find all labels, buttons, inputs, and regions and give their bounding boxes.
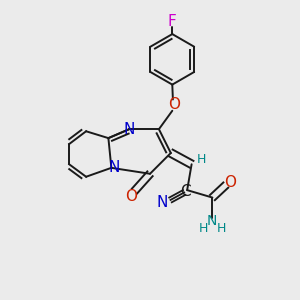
Text: N: N [124, 122, 135, 137]
Text: O: O [224, 175, 236, 190]
Text: H: H [199, 222, 208, 235]
Text: H: H [197, 153, 206, 166]
Text: N: N [207, 214, 217, 228]
Text: O: O [126, 189, 138, 204]
Text: C: C [180, 184, 191, 199]
Text: O: O [168, 97, 180, 112]
Text: N: N [157, 195, 168, 210]
Text: H: H [217, 222, 226, 235]
Text: F: F [168, 14, 177, 29]
Text: N: N [108, 160, 119, 175]
